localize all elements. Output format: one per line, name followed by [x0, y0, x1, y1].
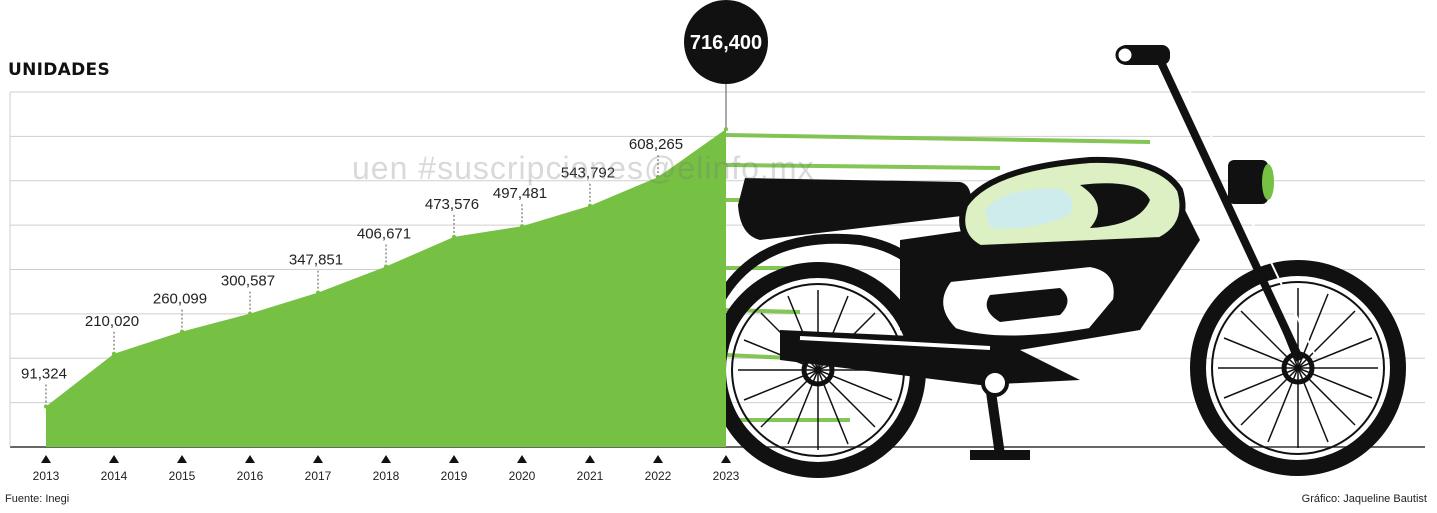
data-point	[588, 203, 592, 208]
tick-marker	[313, 455, 323, 463]
x-tick-label: 2020	[509, 469, 536, 483]
tick-marker	[721, 455, 731, 463]
data-label: 260,099	[153, 291, 207, 308]
data-label: 300,587	[221, 273, 275, 290]
tick-marker	[653, 455, 663, 463]
data-point	[724, 127, 728, 132]
x-tick-label: 2015	[169, 469, 196, 483]
data-label-highlight: 716,400	[690, 32, 762, 54]
watermark-text: uen #suscripciones@elinfo.mx	[352, 150, 815, 186]
data-label: 406,671	[357, 226, 411, 243]
data-point	[384, 264, 388, 269]
x-tick-label: 2019	[441, 469, 468, 483]
x-tick-label: 2013	[33, 469, 60, 483]
motorcycle-illustration	[710, 45, 1406, 478]
tick-marker	[449, 455, 459, 463]
x-tick-label: 2021	[577, 469, 604, 483]
y-axis-label: UNIDADES	[8, 60, 110, 80]
highlight-circle	[684, 0, 768, 84]
tick-marker	[517, 455, 527, 463]
data-label: 91,324	[21, 365, 67, 382]
tick-marker	[109, 455, 119, 463]
data-label: 543,792	[561, 165, 615, 182]
chart-marks: 91,324 2013 210,020 2014 260,099 2015 300,587 2…	[21, 0, 768, 483]
data-point	[248, 311, 252, 316]
x-tick-label: 2014	[101, 469, 128, 483]
x-tick-label: 2018	[373, 469, 400, 483]
data-label: 210,020	[85, 313, 139, 330]
data-label: 473,576	[425, 196, 479, 213]
data-label: 497,481	[493, 185, 547, 202]
tick-marker	[245, 455, 255, 463]
data-point	[44, 404, 48, 409]
tick-marker	[585, 455, 595, 463]
area-series	[46, 129, 726, 447]
data-label: 347,851	[289, 252, 343, 269]
x-tick-label: 2017	[305, 469, 332, 483]
x-tick-label: 2016	[237, 469, 264, 483]
tick-marker	[177, 455, 187, 463]
data-point	[180, 329, 184, 334]
x-tick-label: 2023	[713, 469, 740, 483]
credit-note: Gráfico: Jaqueline Bautist	[1301, 493, 1427, 505]
x-tick-label: 2022	[645, 469, 672, 483]
data-point	[316, 290, 320, 295]
data-point	[112, 351, 116, 356]
data-point	[452, 234, 456, 239]
tick-marker	[41, 455, 51, 463]
tick-marker	[381, 455, 391, 463]
data-point	[656, 175, 660, 180]
data-label: 608,265	[629, 136, 683, 153]
data-point	[520, 224, 524, 229]
source-note: Fuente: Inegi	[5, 493, 70, 505]
